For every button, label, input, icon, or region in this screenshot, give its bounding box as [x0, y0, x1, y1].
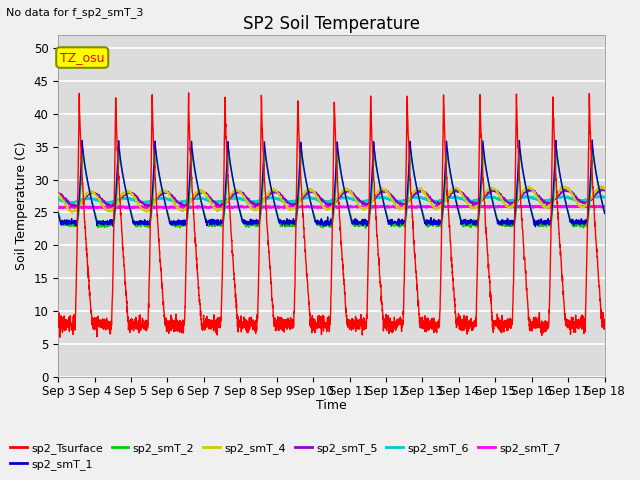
Y-axis label: Soil Temperature (C): Soil Temperature (C) [15, 142, 28, 270]
Text: No data for f_sp2_smT_3: No data for f_sp2_smT_3 [6, 7, 144, 18]
X-axis label: Time: Time [316, 399, 347, 412]
Legend: sp2_Tsurface, sp2_smT_1, sp2_smT_2, sp2_smT_4, sp2_smT_5, sp2_smT_6, sp2_smT_7: sp2_Tsurface, sp2_smT_1, sp2_smT_2, sp2_… [6, 438, 565, 474]
Title: SP2 Soil Temperature: SP2 Soil Temperature [243, 15, 420, 33]
Text: TZ_osu: TZ_osu [60, 51, 104, 64]
